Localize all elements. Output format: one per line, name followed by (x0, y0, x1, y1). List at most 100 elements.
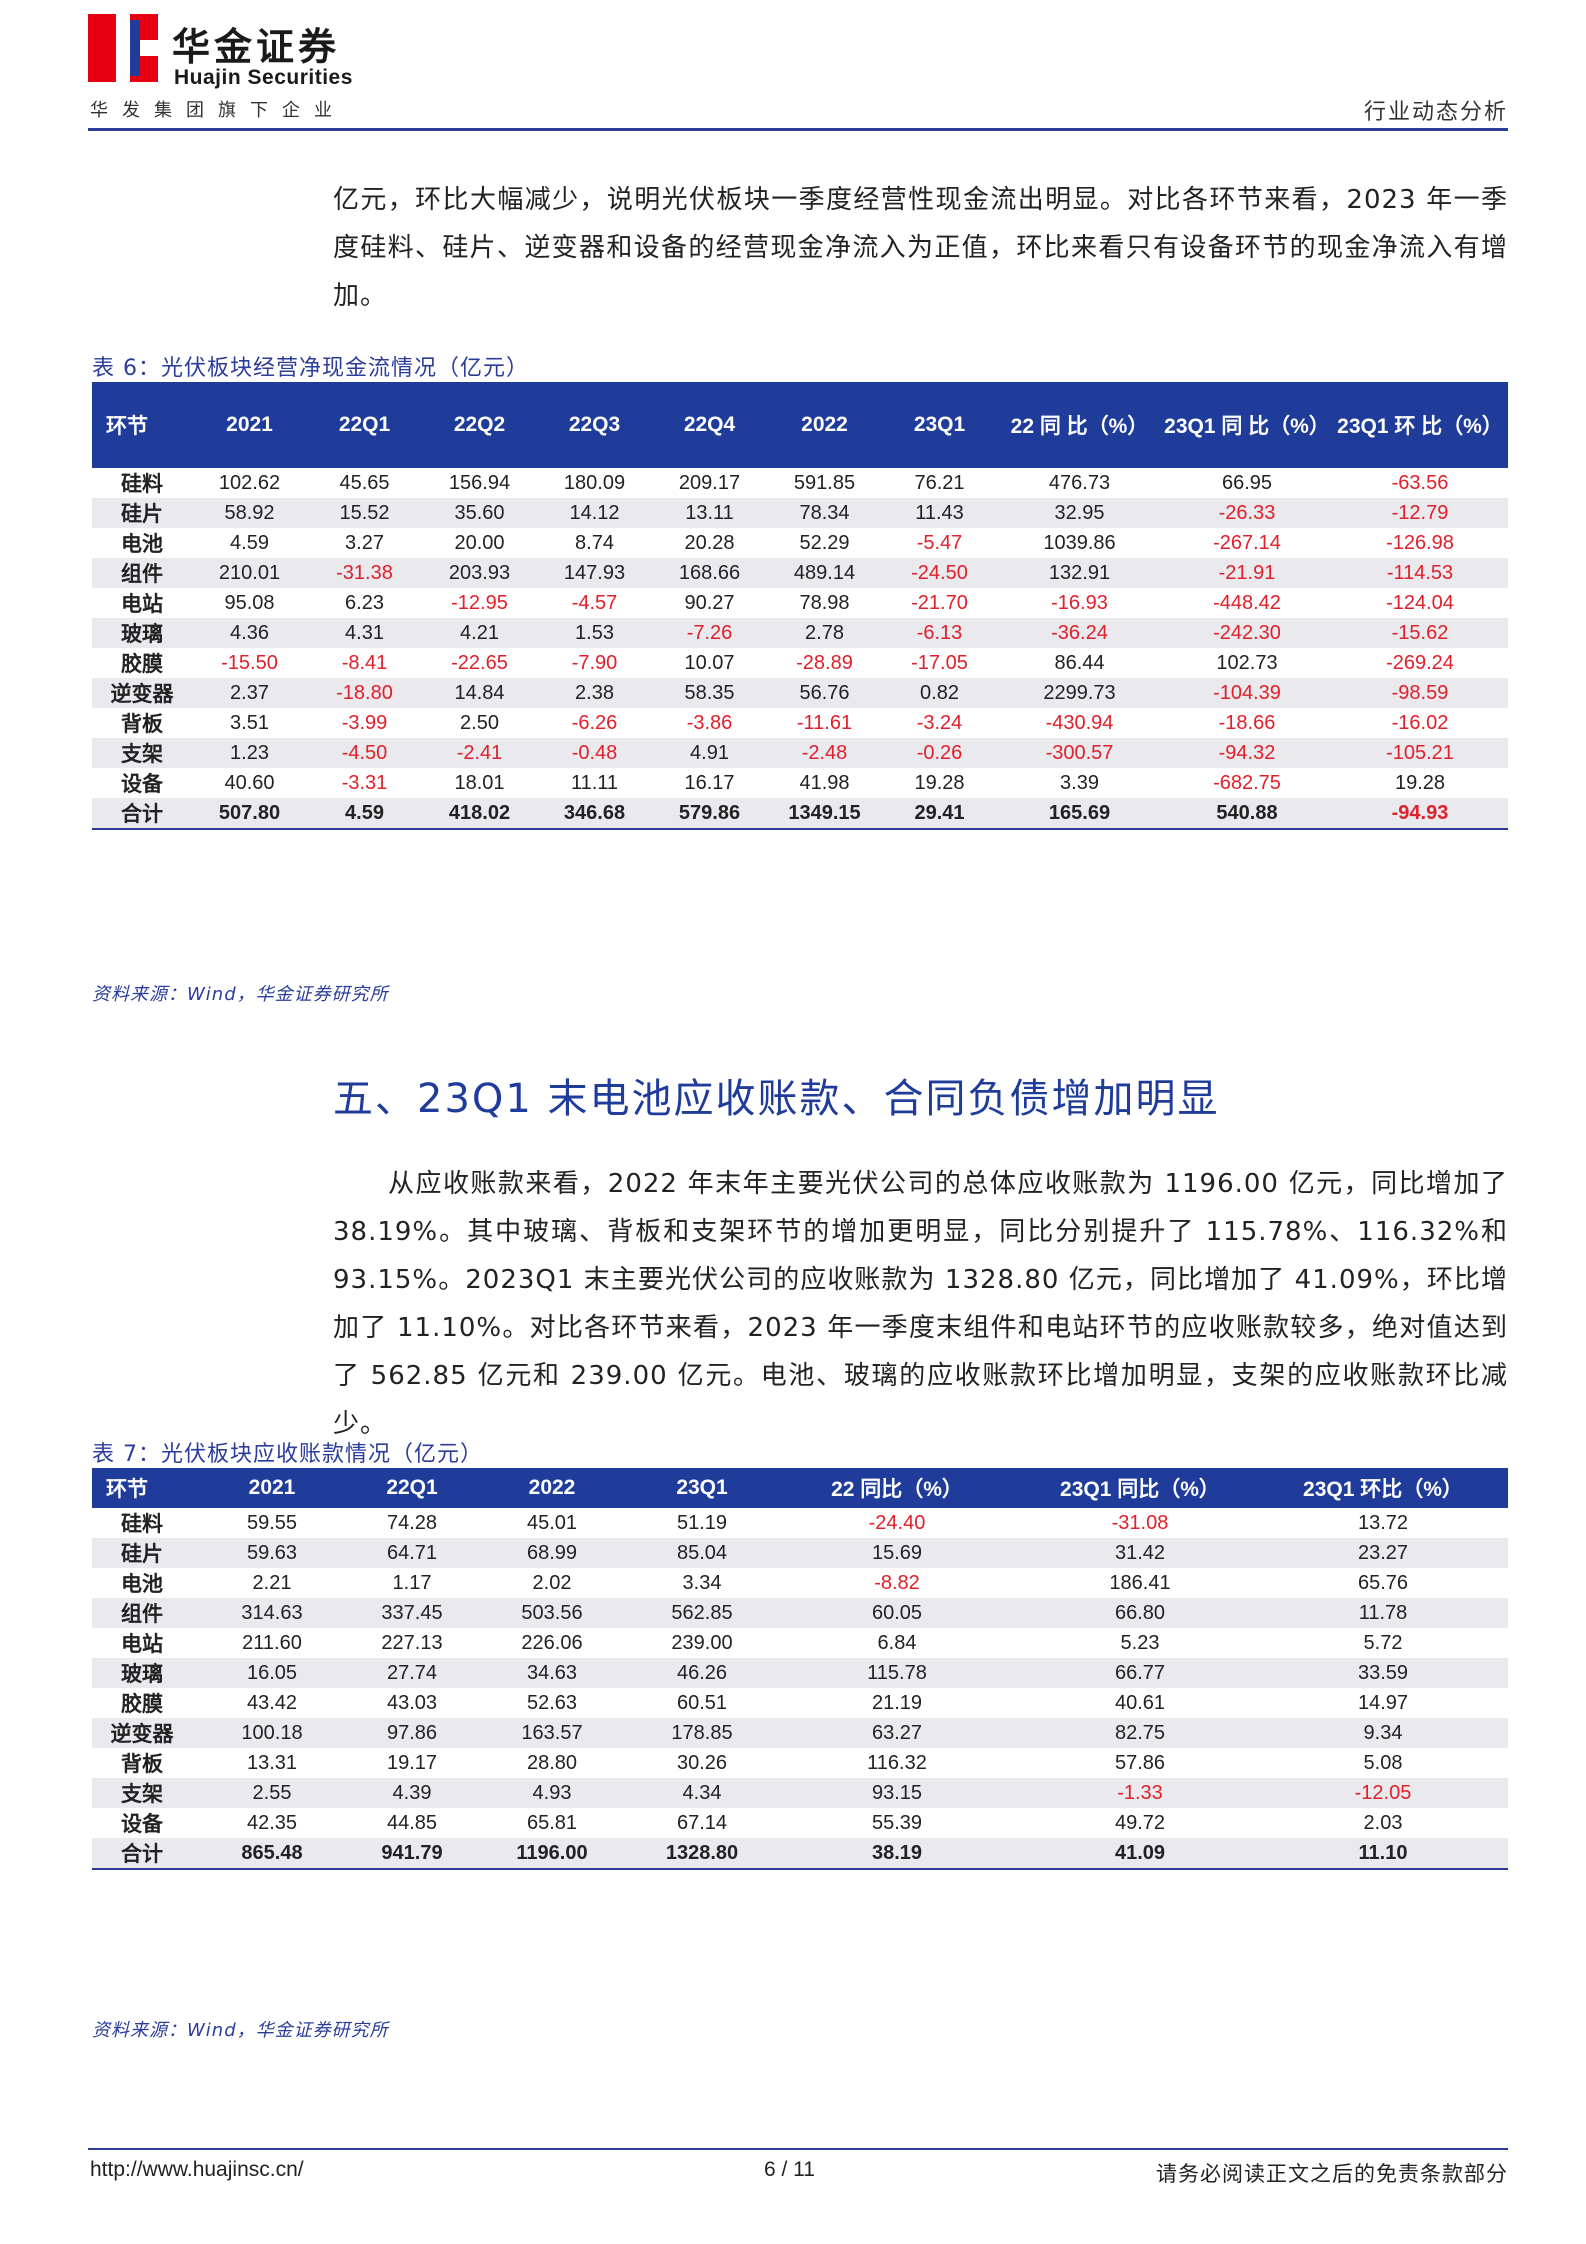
table6-cell: 86.44 (1054, 651, 1105, 674)
table7-cell: 55.39 (871, 1811, 923, 1834)
table7-cell: 30.26 (676, 1751, 728, 1774)
table6-cell: 1349.15 (788, 801, 861, 824)
table6-row-label: 背板 (121, 712, 163, 736)
table6-cell: 76.21 (914, 471, 965, 494)
table6-cell: -22.65 (451, 651, 508, 674)
table7-cell: 28.80 (526, 1751, 578, 1774)
footer-url-link[interactable]: http://www.huajinsc.cn/ (90, 2158, 304, 2181)
table7-row-label: 硅料 (121, 1512, 163, 1536)
table7-cell: 211.60 (242, 1631, 302, 1654)
table7-cell: 66.77 (1114, 1661, 1166, 1684)
table6-cell: -26.33 (1218, 501, 1276, 524)
table7-cell: 116.32 (867, 1751, 927, 1774)
table6-cell: 2.78 (805, 621, 844, 644)
table6-cell: -21.91 (1218, 561, 1276, 584)
table6-cash-flow: 环节 2021 22Q1 22Q2 22Q3 22Q4 2022 23Q1 22 同 比（%） 2… (92, 382, 1508, 830)
table7-cell: 45.01 (526, 1511, 578, 1534)
footer-divider (88, 2148, 1508, 2150)
table7-cell: -24.40 (868, 1511, 926, 1534)
table7-cell: 85.04 (676, 1541, 728, 1564)
table6-cell: 78.98 (799, 591, 850, 614)
table6-cell: 0.82 (920, 681, 959, 704)
table7-header-cell: 环节 (106, 1477, 148, 1501)
table6-cell: 102.73 (1216, 651, 1278, 674)
table7-cell: 5.23 (1120, 1631, 1160, 1654)
table6-cell: -124.04 (1386, 591, 1454, 614)
table6-cell: 20.00 (454, 531, 505, 554)
table7-cell: 41.09 (1114, 1841, 1166, 1864)
table6-row: 支架 1.23 -4.50 -2.41 -0.48 4.91 -2.48 -0.26 -300.… (92, 738, 1508, 768)
table7-cell: 65.76 (1357, 1571, 1409, 1594)
table6-cell: 3.51 (230, 711, 269, 734)
table6-cell: 40.60 (224, 771, 275, 794)
table6-row-label: 硅料 (121, 472, 163, 496)
footer-disclaimer: 请务必阅读正文之后的免责条款部分 (1156, 2162, 1508, 2186)
table6-cell: 20.28 (684, 531, 735, 554)
table6-cell: 18.01 (454, 771, 505, 794)
table7-cell: 63.27 (871, 1721, 923, 1744)
table6-cell: -11.61 (796, 711, 853, 734)
table6-cell: 10.07 (684, 651, 735, 674)
table6-cell: -98.59 (1391, 681, 1449, 704)
table6-cell: 102.62 (218, 471, 281, 494)
table7-cell: 1196.00 (516, 1841, 588, 1864)
table7-cell: 186.41 (1109, 1571, 1171, 1594)
table6-cell: -7.26 (686, 621, 733, 644)
table7-row-label: 胶膜 (121, 1692, 163, 1716)
table6-cell: 203.93 (448, 561, 511, 584)
table6-cell: -21.70 (911, 591, 968, 614)
table7-cell: 5.72 (1363, 1631, 1403, 1654)
table7-header-row: 环节 2021 22Q1 2022 23Q1 22 同比（%） 23Q1 同比（%） 23Q1… (92, 1468, 1508, 1508)
table6-cell: -105.21 (1386, 741, 1454, 764)
table6-cell: 476.73 (1048, 471, 1111, 494)
table7-cell: 43.42 (246, 1691, 298, 1714)
table7-cell: 59.55 (246, 1511, 298, 1534)
table7-cell: 13.72 (1357, 1511, 1409, 1534)
table6-header-cell: 环节 (106, 414, 148, 438)
table6-cell: 4.59 (230, 531, 269, 554)
table7-cell: 74.28 (386, 1511, 438, 1534)
page-number: 6 / 11 (764, 2158, 815, 2181)
table7-row-label: 逆变器 (110, 1722, 174, 1746)
table7-cell: 2.21 (252, 1571, 292, 1594)
table7-cell: -12.05 (1354, 1781, 1412, 1804)
table6-header-cell: 23Q1 环 比（%） (1337, 415, 1503, 438)
table7-cell: 15.69 (871, 1541, 923, 1564)
table7-row: 电池 2.21 1.17 2.02 3.34 -8.82 186.41 65.76 (92, 1568, 1508, 1598)
table7-row: 背板 13.31 19.17 28.80 30.26 116.32 57.86 5.08 (92, 1748, 1508, 1778)
header-divider (88, 128, 1508, 131)
table6-cell: 2.37 (230, 681, 269, 704)
table6-cell: -28.89 (796, 651, 853, 674)
table6-cell: -7.90 (571, 651, 618, 674)
table6-cell: 45.65 (339, 471, 390, 494)
table6-cell: 4.31 (345, 621, 384, 644)
table7-cell: 31.42 (1114, 1541, 1166, 1564)
table6-cell: 52.29 (799, 531, 850, 554)
table6-cell: -12.79 (1391, 501, 1449, 524)
table7-cell: 82.75 (1114, 1721, 1166, 1744)
table6-header-cell: 22Q4 (683, 413, 736, 436)
table6-row: 设备 40.60 -3.31 18.01 11.11 16.17 41.98 19.28 3.3… (92, 768, 1508, 798)
report-category: 行业动态分析 (1363, 100, 1508, 125)
table6-cell: 4.91 (690, 741, 729, 764)
table7-cell: 5.08 (1363, 1751, 1403, 1774)
table7-header-cell: 23Q1 环比（%） (1303, 1478, 1463, 1501)
table7-cell: 1.17 (392, 1571, 432, 1594)
table6-row-label: 硅片 (121, 502, 163, 526)
table6-cell: -126.98 (1386, 531, 1454, 554)
table7-cell: 49.72 (1114, 1811, 1166, 1834)
table6-cell: 41.98 (799, 771, 850, 794)
table7-cell: 42.35 (246, 1811, 298, 1834)
table6-cell: 35.60 (454, 501, 505, 524)
table6-row: 逆变器 2.37 -18.80 14.84 2.38 58.35 56.76 0.82 2299… (92, 678, 1508, 708)
table7-row: 电站 211.60 227.13 226.06 239.00 6.84 5.23 5.72 (92, 1628, 1508, 1658)
table6-cell: -18.66 (1218, 711, 1276, 734)
table7-cell: 67.14 (676, 1811, 728, 1834)
table6-cell: 56.76 (799, 681, 850, 704)
table7-cell: 562.85 (671, 1601, 733, 1624)
table7-cell: 2.55 (252, 1781, 292, 1804)
table6-cell: -269.24 (1386, 651, 1454, 674)
table7-cell: 163.57 (521, 1721, 583, 1744)
table6-cell: -267.14 (1213, 531, 1281, 554)
